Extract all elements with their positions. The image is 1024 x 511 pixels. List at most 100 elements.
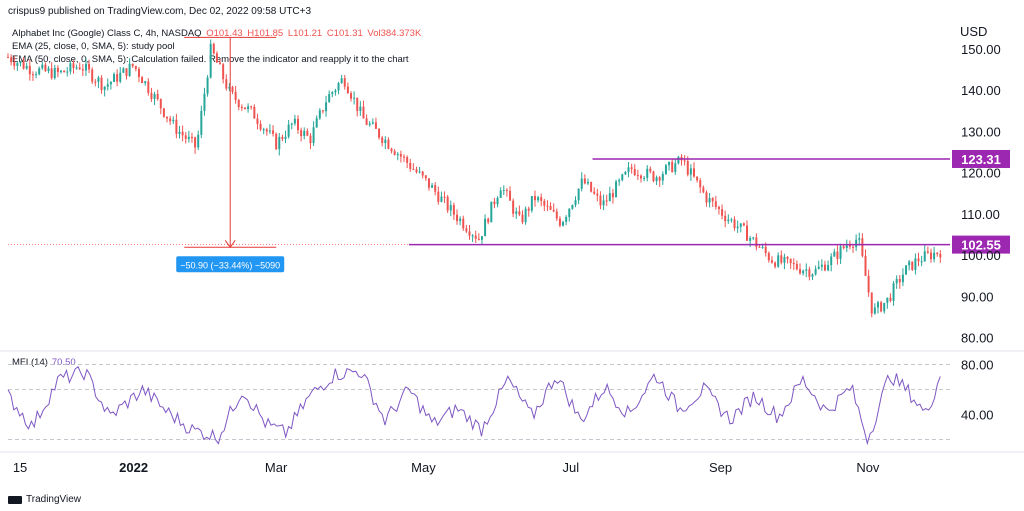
- candle: [374, 117, 377, 129]
- mfi-tick-label: 40.00: [961, 408, 994, 423]
- candle: [780, 250, 783, 265]
- candle: [901, 268, 904, 287]
- candle: [611, 188, 614, 204]
- candle: [265, 127, 268, 136]
- candle: [792, 258, 795, 270]
- candle: [811, 273, 814, 280]
- candle: [100, 75, 103, 94]
- candle: [799, 263, 802, 275]
- candle: [895, 275, 898, 289]
- candle: [926, 246, 929, 254]
- candle: [515, 207, 518, 219]
- candle: [876, 300, 879, 314]
- time-tick-label: May: [411, 460, 436, 475]
- candle: [789, 258, 792, 269]
- candle: [639, 174, 642, 183]
- candle: [278, 133, 281, 156]
- candlestick-series: [7, 39, 942, 318]
- candle: [499, 187, 502, 199]
- candle: [608, 186, 611, 202]
- candle: [406, 155, 409, 169]
- candle: [340, 74, 343, 84]
- candle: [431, 182, 434, 188]
- candle: [412, 163, 415, 171]
- price-tick-label: 110.00: [961, 207, 1000, 222]
- candle: [630, 163, 633, 174]
- candle: [923, 245, 926, 262]
- candle: [708, 192, 711, 208]
- candle: [16, 61, 19, 72]
- candle: [749, 236, 752, 248]
- candle: [153, 91, 156, 106]
- candle: [574, 196, 577, 208]
- currency-label: USD: [960, 24, 987, 39]
- candle: [94, 79, 97, 87]
- candle: [159, 98, 162, 115]
- candle: [886, 297, 889, 309]
- price-tick-label: 120.00: [961, 166, 1001, 181]
- candle: [512, 198, 515, 218]
- candle: [699, 178, 702, 194]
- candle: [103, 86, 106, 97]
- candle: [206, 75, 209, 97]
- candle: [552, 203, 555, 213]
- measure-arrow-head-icon: [224, 239, 236, 249]
- close-value: C101.31: [326, 28, 363, 39]
- candle: [293, 114, 296, 126]
- price-tick-label: 90.00: [961, 289, 994, 304]
- candle: [783, 253, 786, 270]
- mfi-tick-label: 80.00: [961, 358, 994, 373]
- candle: [247, 103, 250, 113]
- candle: [53, 64, 56, 80]
- candle: [652, 170, 655, 183]
- candle: [113, 72, 116, 83]
- candle: [378, 128, 381, 140]
- candle: [318, 108, 321, 120]
- candle: [162, 107, 165, 118]
- candle: [524, 206, 527, 225]
- candle: [296, 115, 299, 134]
- candle: [546, 200, 549, 212]
- candle: [13, 56, 16, 70]
- candle: [203, 87, 206, 116]
- candle: [418, 167, 421, 174]
- candle: [830, 253, 833, 272]
- candle: [518, 205, 521, 217]
- candle: [390, 147, 393, 154]
- candle: [365, 114, 368, 126]
- price-tick-label: 80.00: [961, 331, 994, 346]
- candle: [808, 266, 811, 281]
- candle: [530, 196, 533, 213]
- candle: [175, 113, 178, 139]
- candle: [396, 152, 399, 161]
- resistance-level-tag: 123.31: [952, 149, 1010, 168]
- candle: [820, 259, 823, 271]
- candle: [31, 71, 34, 81]
- support-level-tag: 102.55: [952, 235, 1010, 254]
- candle: [125, 68, 128, 80]
- candle: [633, 164, 636, 177]
- candle: [521, 210, 524, 225]
- candle: [10, 54, 13, 66]
- candle: [474, 230, 477, 243]
- candle: [502, 185, 505, 196]
- candle: [75, 64, 78, 70]
- candle: [836, 245, 839, 265]
- ema-25-row: EMA (25, close, 0, SMA, 5): study pool: [12, 41, 175, 52]
- candle: [509, 186, 512, 201]
- candle: [505, 188, 508, 197]
- candle: [674, 159, 677, 175]
- candle: [312, 121, 315, 147]
- candle: [845, 239, 848, 253]
- footer-brand: TradingView: [26, 494, 82, 505]
- candle: [60, 69, 63, 74]
- candle: [209, 39, 212, 79]
- candle: [325, 95, 328, 117]
- candle: [228, 82, 231, 92]
- candle: [702, 185, 705, 194]
- candle: [565, 215, 568, 226]
- candle: [583, 174, 586, 185]
- candle: [911, 261, 914, 271]
- time-tick-label: 15: [13, 460, 27, 475]
